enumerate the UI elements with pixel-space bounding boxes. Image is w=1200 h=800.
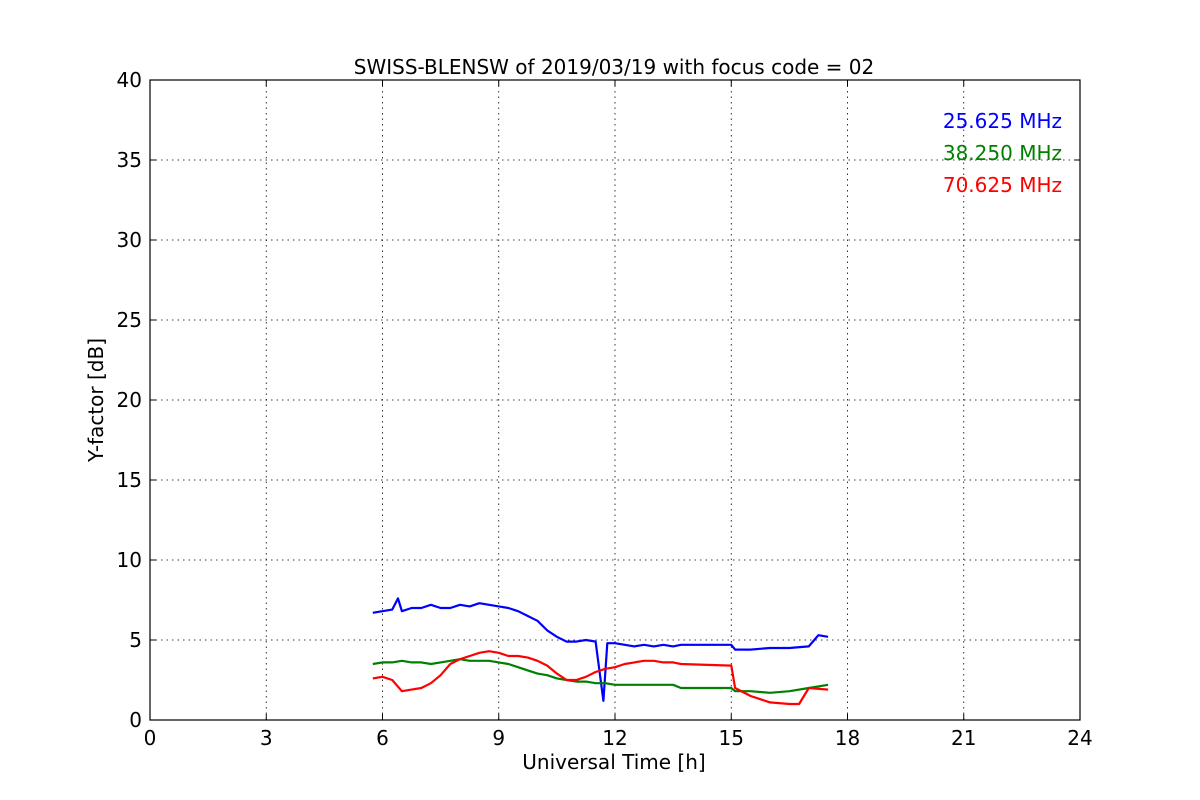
x-tick-label: 12 [602, 726, 627, 750]
x-tick-label: 0 [144, 726, 157, 750]
series-line-1 [372, 597, 829, 702]
x-tick-label: 3 [260, 726, 273, 750]
series-line-2 [372, 658, 829, 694]
x-axis-label: Universal Time [h] [522, 750, 705, 774]
legend-entry-1: 25.625 MHz [943, 109, 1062, 133]
y-tick-label: 40 [117, 68, 142, 92]
y-tick-label: 10 [117, 548, 142, 572]
legend-entry-2: 38.250 MHz [943, 141, 1062, 165]
grid [150, 80, 1080, 720]
y-axis-label: Y-factor [dB] [84, 338, 108, 463]
x-tick-label: 18 [835, 726, 860, 750]
x-tick-label: 6 [376, 726, 389, 750]
y-tick-label: 15 [117, 468, 142, 492]
x-tick-label: 15 [719, 726, 744, 750]
y-tick-label: 30 [117, 228, 142, 252]
series-layer [372, 597, 829, 706]
chart-title: SWISS-BLENSW of 2019/03/19 with focus co… [354, 55, 875, 79]
x-tick-label: 9 [492, 726, 505, 750]
series-line-3 [372, 650, 829, 706]
ticks: 0 3 6 9 12 15 18 21 24 0 5 10 15 20 25 30 35 40 [117, 68, 1093, 750]
x-tick-label: 21 [951, 726, 976, 750]
y-tick-label: 35 [117, 148, 142, 172]
x-tick-label: 24 [1067, 726, 1092, 750]
y-tick-label: 0 [129, 708, 142, 732]
y-tick-label: 25 [117, 308, 142, 332]
y-tick-label: 5 [129, 628, 142, 652]
y-tick-label: 20 [117, 388, 142, 412]
legend-entry-3: 70.625 MHz [943, 173, 1062, 197]
legend: 25.625 MHz 38.250 MHz 70.625 MHz [943, 109, 1062, 197]
